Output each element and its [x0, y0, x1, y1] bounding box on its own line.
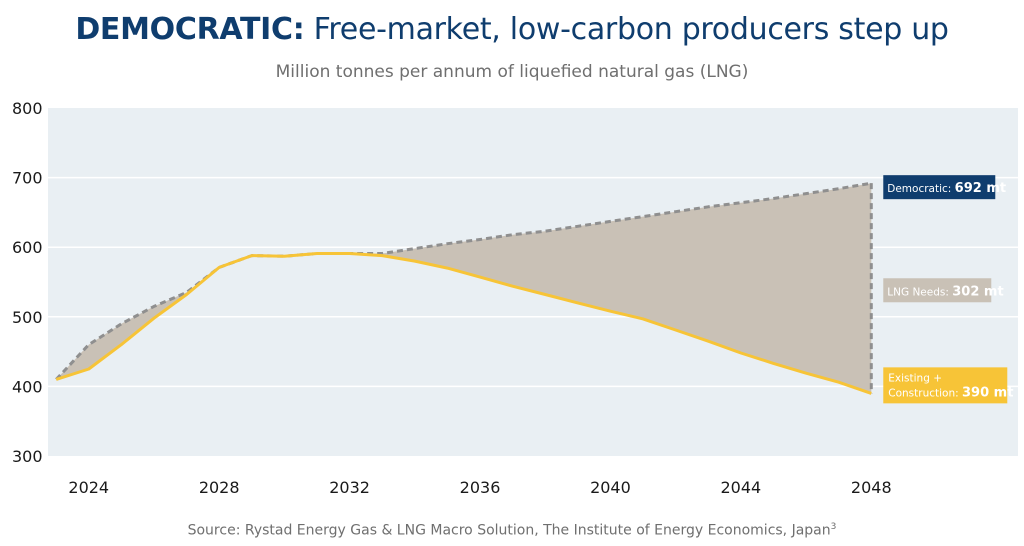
lng-needs-label-text: LNG Needs: 302 mt	[887, 284, 1003, 299]
y-tick-800: 800	[12, 99, 43, 118]
x-tick-2024: 2024	[68, 478, 109, 497]
lng-needs-label-prefix: LNG Needs:	[887, 286, 952, 298]
x-tick-2032: 2032	[329, 478, 370, 497]
democratic-label-prefix: Democratic:	[887, 183, 954, 195]
source-text: Source: Rystad Energy Gas & LNG Macro So…	[187, 522, 831, 539]
chart-title-lead: DEMOCRATIC:	[75, 12, 305, 47]
y-axis-ticks: 300 400 500 600 700 800	[12, 99, 43, 466]
x-tick-2048: 2048	[851, 478, 892, 497]
annotations: Democratic: 692 mt LNG Needs: 302 mt Exi…	[883, 175, 1013, 404]
existing-label: Existing + Construction: 390 mt	[883, 367, 1013, 404]
chart-subtitle: Million tonnes per annum of liquefied na…	[275, 62, 749, 82]
democratic-label-value: 692 mt	[955, 181, 1006, 196]
y-tick-600: 600	[12, 238, 43, 257]
lng-needs-label: LNG Needs: 302 mt	[883, 278, 1004, 303]
lng-needs-gap-area	[56, 183, 872, 394]
chart-title-rest: Free-market, low-carbon producers step u…	[304, 12, 949, 47]
democratic-label-text: Democratic: 692 mt	[887, 181, 1006, 196]
existing-label-line2: Construction: 390 mt	[888, 385, 1013, 400]
existing-construction-supply-line	[55, 252, 872, 395]
existing-label-line1: Existing +	[888, 372, 942, 384]
lng-needs-label-value: 302 mt	[952, 284, 1003, 299]
x-axis-ticks: 2024 2028 2032 2036 2040 2044 2048	[68, 478, 891, 497]
y-tick-300: 300	[12, 447, 43, 466]
existing-label-prefix: Construction:	[888, 387, 962, 399]
source-note: Source: Rystad Energy Gas & LNG Macro So…	[0, 522, 1024, 539]
democratic-label-box	[883, 175, 996, 200]
democratic-label: Democratic: 692 mt	[883, 175, 1006, 200]
x-tick-2036: 2036	[460, 478, 501, 497]
y-tick-400: 400	[12, 377, 43, 396]
y-tick-500: 500	[12, 308, 43, 327]
existing-label-value: 390 mt	[962, 385, 1013, 400]
x-tick-2044: 2044	[720, 478, 761, 497]
lng-needs-label-box	[883, 278, 992, 303]
x-tick-2040: 2040	[590, 478, 631, 497]
y-tick-700: 700	[12, 169, 43, 188]
existing-label-box	[883, 367, 1008, 404]
chart-title: DEMOCRATIC: Free-market, low-carbon prod…	[0, 12, 1024, 47]
x-tick-2028: 2028	[199, 478, 240, 497]
source-footnote: 3	[830, 522, 837, 532]
